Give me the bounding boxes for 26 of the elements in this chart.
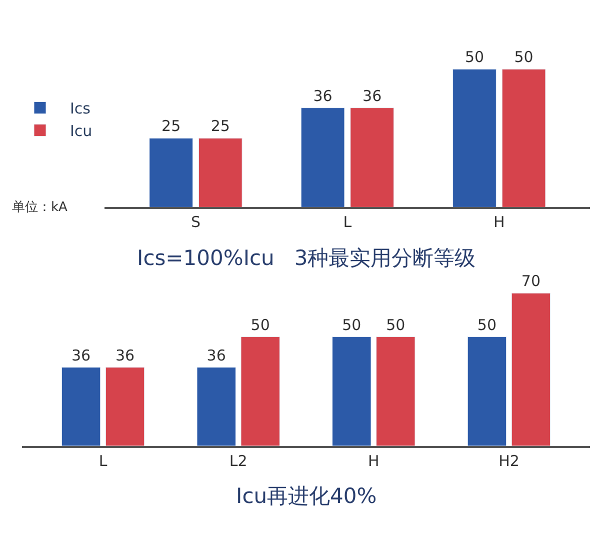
x-tick-label: H2 [498, 452, 520, 470]
text: Icu再进化40% [236, 484, 377, 508]
data-label: 36 [206, 346, 226, 364]
x-tick-label: S [190, 213, 201, 232]
x-tick-label: H [368, 452, 380, 470]
text: 单位：kA [12, 200, 68, 215]
data-label: 36 [115, 346, 135, 364]
text: Ics=100%Icu 3种最实用分断等级 [137, 246, 476, 270]
data-label: 36 [362, 86, 382, 105]
data-label: 50 [514, 48, 534, 66]
data-label: 50 [250, 316, 270, 334]
x-tick-label: L [98, 452, 108, 470]
data-label: 25 [162, 117, 181, 136]
data-label: 50 [477, 316, 497, 334]
legend-label: Icu [70, 122, 92, 140]
data-label: 50 [464, 48, 484, 66]
legend-label: Ics [70, 100, 91, 118]
x-tick-label: L [343, 213, 352, 232]
x-tick-label: H [494, 213, 505, 232]
data-label: 25 [210, 117, 230, 136]
x-tick-label: L2 [229, 452, 248, 470]
data-label: 36 [313, 86, 332, 105]
data-label: 70 [521, 272, 541, 290]
data-label: 50 [342, 316, 362, 334]
data-label: 36 [71, 346, 91, 364]
data-label: 50 [386, 316, 406, 334]
